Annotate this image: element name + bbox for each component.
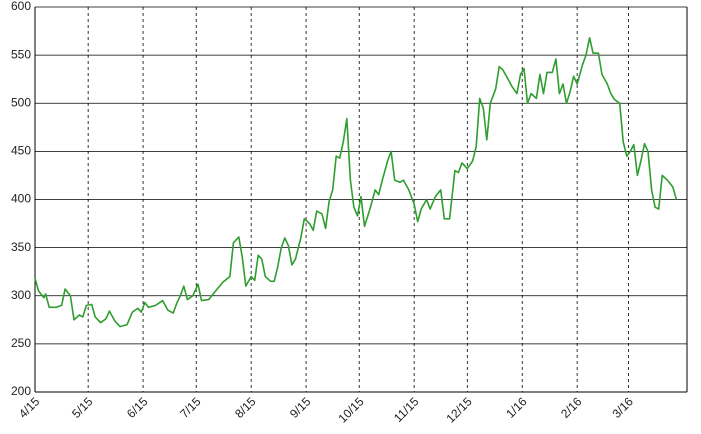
y-tick-label: 500 (11, 95, 31, 109)
x-tick-label: 1/16 (503, 394, 530, 421)
x-tick-label: 2/16 (558, 394, 585, 421)
y-tick-label: 300 (11, 288, 31, 302)
x-tick-label: 3/16 (609, 394, 636, 421)
y-tick-label: 400 (11, 192, 31, 206)
y-tick-label: 450 (11, 144, 31, 158)
x-tick-label: 9/15 (287, 394, 314, 421)
y-tick-label: 250 (11, 336, 31, 350)
x-tick-label: 12/15 (444, 394, 475, 425)
line-series (34, 37, 678, 328)
x-tick-label: 7/15 (177, 394, 204, 421)
y-tick-label: 200 (11, 384, 31, 398)
x-tick-label: 4/15 (16, 394, 43, 421)
y-tick-label: 550 (11, 47, 31, 61)
y-tick-label: 600 (11, 0, 31, 13)
x-tick-label: 10/15 (335, 394, 366, 425)
y-tick-label: 350 (11, 240, 31, 254)
x-tick-label: 6/15 (124, 394, 151, 421)
x-tick-label: 8/15 (232, 394, 259, 421)
x-tick-label: 5/15 (69, 394, 96, 421)
x-tick-label: 11/15 (391, 394, 422, 425)
